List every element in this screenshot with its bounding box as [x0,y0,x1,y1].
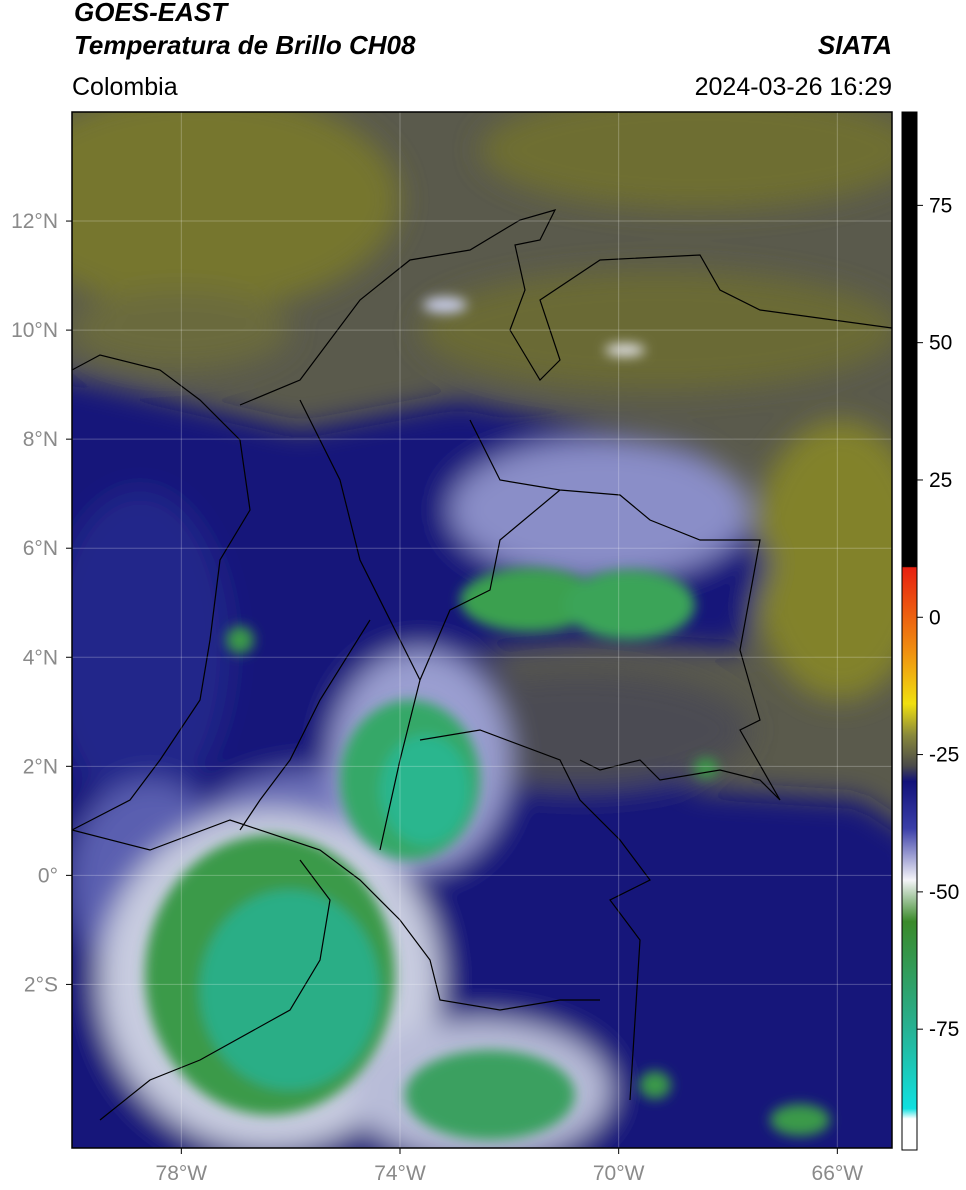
borders [72,209,892,1121]
colorbar-tick-label: 75 [929,194,952,217]
y-tick-label: 4°N [23,646,58,669]
y-tick-label: 10°N [11,319,58,342]
map-frame [71,111,893,1149]
y-tick-label: 0° [38,864,58,887]
colorbar-tick-label: -75 [929,1018,959,1041]
colorbar-tick-label: -25 [929,744,959,767]
region: Colombia [72,73,178,101]
satellite-image [72,112,892,1148]
y-tick-label: 2°N [23,755,58,778]
timestamp: 2024-03-26 16:29 [695,73,892,101]
y-tick-label: 12°N [11,210,58,233]
colorbar-tick-label: -50 [929,881,959,904]
colorbar-tick-label: 25 [929,469,952,492]
x-tick-label: 74°W [374,1162,426,1185]
source: SIATA [818,30,892,60]
colorbar [901,111,918,1151]
title: GOES-EAST [74,0,229,27]
grid [72,112,892,1148]
x-tick-label: 66°W [812,1162,864,1185]
subtitle: Temperatura de Brillo CH08 [74,30,416,60]
colorbar-tick-label: 50 [929,332,952,355]
y-tick-label: 6°N [23,537,58,560]
colorbar-tick-label: 0 [929,606,941,629]
y-tick-label: 2°S [24,973,58,996]
x-tick-label: 78°W [156,1162,208,1185]
y-tick-label: 8°N [23,428,58,451]
x-tick-label: 70°W [593,1162,645,1185]
